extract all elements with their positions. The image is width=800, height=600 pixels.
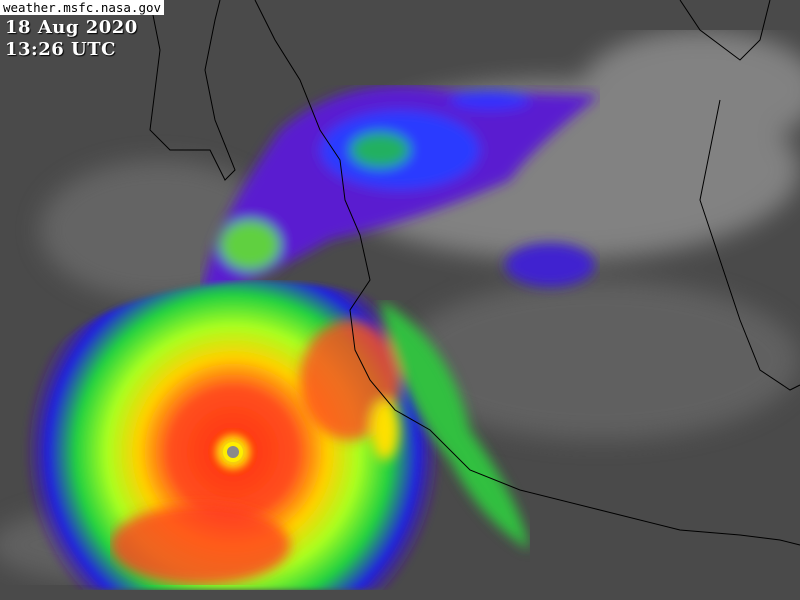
hurricane bbox=[10, 280, 530, 590]
coastlines bbox=[149, 0, 800, 546]
date-label: 18 Aug 2020 bbox=[5, 17, 138, 38]
source-label: weather.msfc.nasa.gov bbox=[0, 0, 165, 15]
cold-cloud-tops-north bbox=[200, 85, 600, 300]
hurricane-eye bbox=[227, 446, 239, 458]
time-label: 13:26 UTC bbox=[5, 39, 116, 60]
